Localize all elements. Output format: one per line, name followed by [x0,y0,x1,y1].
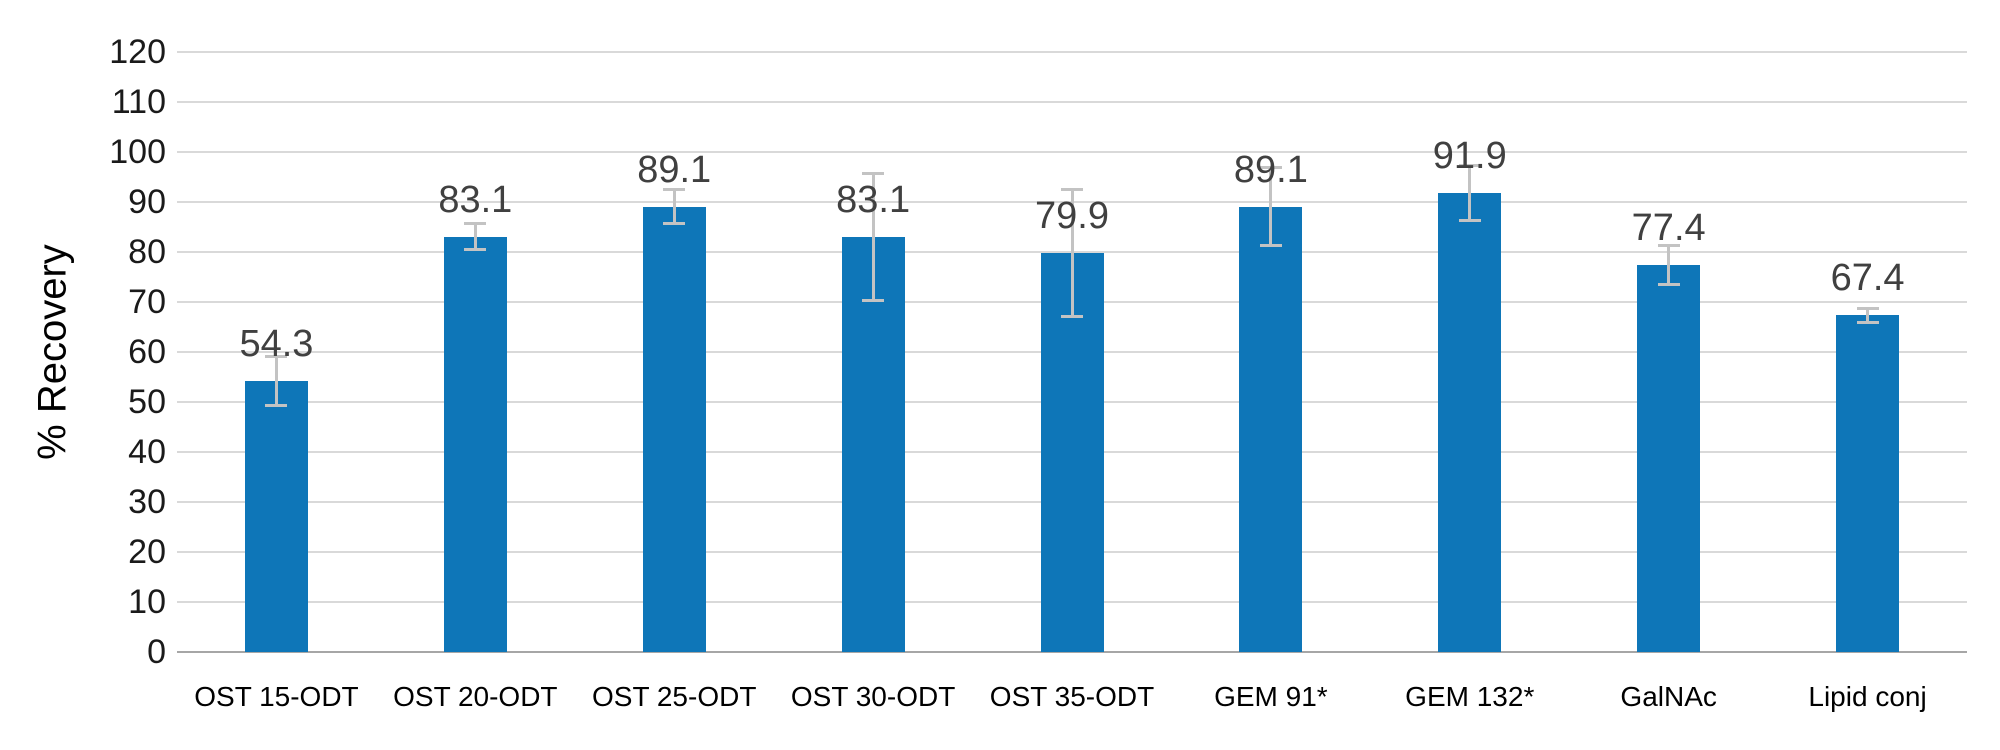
error-bar-cap-bottom [663,222,686,225]
x-axis-line [177,651,1967,653]
error-bar-line [473,223,477,250]
bar [244,380,308,652]
value-label: 77.4 [1631,207,1706,249]
plot-area: 54.3 83.1 89.1 83.1 79.9 89.1 91.9 77.4 67.4 [177,51,1967,653]
y-tick-label: 30 [128,483,166,521]
bar [642,206,706,652]
x-axis-category-labels: OST 15-ODT OST 20-ODT OST 25-ODT OST 30-ODT… [177,680,1967,730]
error-bar-cap-top [1856,306,1879,310]
y-tick-label: 70 [128,283,166,321]
y-tick-label: 60 [128,333,166,371]
category-label: OST 20-ODT [393,681,558,712]
category-label: OST 15-ODT [194,681,359,712]
error-bar-cap-bottom [1458,218,1481,222]
error-bar-cap-bottom [1061,314,1083,318]
error-bar-line [871,173,875,300]
y-tick-label: 0 [147,633,166,671]
y-tick-label: 80 [128,233,166,271]
y-tick-label: 40 [128,433,166,471]
value-label: 91.9 [1432,134,1507,177]
y-tick-label: 20 [128,533,166,571]
bar [1040,252,1104,652]
error-bar-line [1468,165,1472,220]
error-bar-cap-top [862,171,885,175]
bar [1438,192,1502,652]
y-tick-label: 110 [111,83,166,121]
gridline [177,151,1967,153]
bar [1239,206,1303,652]
error-bar-cap-top [663,188,686,191]
category-label: OST 30-ODT [790,681,956,712]
category-label: GEM 91* [1214,681,1328,712]
error-bar-line [1269,167,1273,246]
error-bar-cap-top [464,222,487,225]
error-bar-cap-bottom [464,248,487,251]
error-bar-cap-top [1061,187,1083,191]
gridline [177,101,1967,103]
error-bar-cap-top [1657,244,1680,247]
category-label: Lipid conj [1808,681,1927,712]
y-tick-label: 100 [109,133,166,171]
category-label: OST 25-ODT [592,681,757,712]
category-label: GalNAc [1620,681,1717,712]
gridline [177,51,1967,53]
error-bar-line [274,356,278,405]
value-label: 89.1 [637,148,712,191]
error-bar-line [1667,245,1671,285]
error-bar-cap-top [1259,166,1282,169]
error-bar-cap-top [265,354,288,358]
category-label: GEM 132* [1405,681,1535,712]
value-label: 89.1 [1233,148,1308,191]
value-label: 67.4 [1830,257,1905,299]
value-label: 54.3 [239,322,314,365]
y-tick-label: 90 [128,183,166,221]
error-bar-cap-bottom [1259,244,1282,247]
y-axis-tick-labels: 0 10 20 30 40 50 60 70 80 90 100 110 120 [0,0,166,750]
value-label: 83.1 [836,178,911,221]
bar [1836,315,1900,652]
error-bar-cap-top [1458,163,1481,167]
y-tick-label: 10 [128,583,166,621]
bar [841,236,905,652]
error-bar-line [672,189,676,224]
y-tick-label: 120 [109,33,166,71]
value-label: 79.9 [1035,194,1109,237]
y-tick-label: 50 [128,383,166,421]
error-bar-cap-bottom [862,298,885,302]
bar [1637,265,1701,652]
error-bar-line [1070,189,1074,316]
bar [443,236,507,652]
value-label: 83.1 [438,178,513,221]
error-bar-cap-bottom [265,403,288,407]
category-label: OST 35-ODT [989,681,1155,712]
error-bar-cap-bottom [1856,320,1879,324]
error-bar-line [1866,308,1870,322]
error-bar-cap-bottom [1657,283,1680,286]
